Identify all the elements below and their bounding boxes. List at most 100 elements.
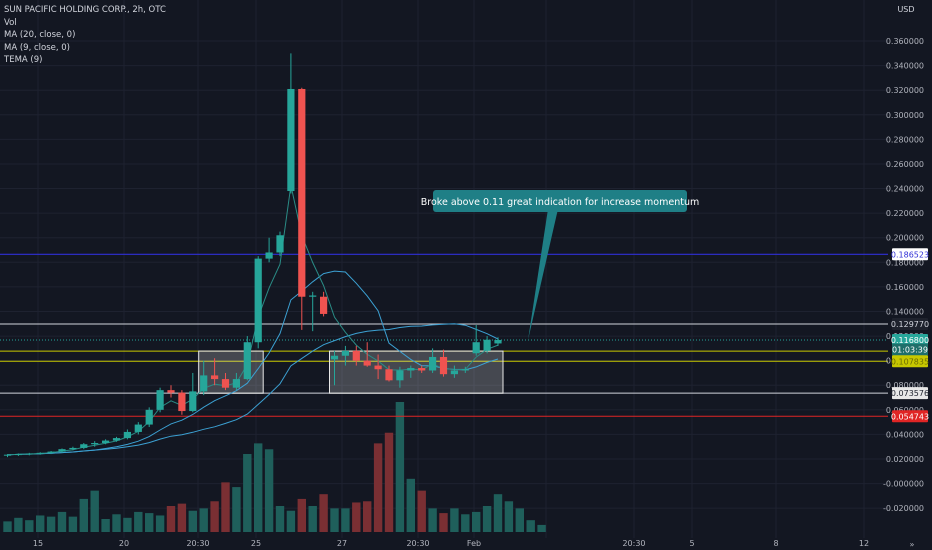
x-tick-label: 8 [773, 539, 778, 548]
volume-bar [384, 432, 394, 532]
candle-body [14, 454, 22, 456]
x-tick-label: 15 [33, 539, 43, 548]
volume-bar [275, 506, 285, 532]
y-tick-label: 0.020000 [886, 455, 924, 464]
chart-legend: SUN PACIFIC HOLDING CORP., 2h, OTC Vol M… [4, 4, 166, 67]
volume-bar [101, 519, 110, 532]
candle-body [483, 339, 491, 351]
callout-text: Broke above 0.11 great indication for in… [421, 197, 699, 208]
candle-body [396, 370, 404, 381]
volume-bar [46, 516, 56, 532]
x-tick-label: Feb [467, 539, 481, 548]
candle-body [167, 390, 175, 393]
y-tick-label: 0.300000 [886, 111, 924, 120]
level-badge [892, 334, 928, 347]
volume-bar [515, 508, 524, 532]
x-tick-label: 5 [689, 539, 694, 548]
volume-bar [254, 443, 263, 532]
candle-body [58, 449, 66, 452]
volume-bar [395, 402, 405, 532]
candle-body [461, 369, 469, 371]
annotation: Broke above 0.11 great indication for in… [421, 190, 699, 340]
volume-bars [3, 402, 546, 532]
y-tick-label: 0.080000 [886, 381, 924, 390]
candle-body [429, 356, 437, 371]
candle-body [221, 379, 230, 388]
tema-line [7, 185, 499, 456]
volume-bar [68, 516, 78, 532]
candle-body [156, 390, 164, 410]
candle-body [145, 409, 153, 425]
x-tick-label: 20:30 [622, 539, 645, 548]
candle-body [243, 342, 251, 380]
candle-body [189, 391, 197, 412]
legend-ma9[interactable]: MA (9, close, 0) [4, 42, 70, 53]
y-tick-label: 0.320000 [886, 86, 924, 95]
y-tick-label: -0.020000 [883, 504, 924, 513]
volume-bar [286, 510, 296, 532]
volume-bar [123, 517, 132, 532]
candle-body [320, 296, 328, 314]
y-tick-label: 0.260000 [886, 160, 924, 169]
volume-bar [461, 514, 470, 532]
candle-body [287, 88, 295, 192]
candle-body [330, 355, 339, 360]
x-tick-label: 20:30 [186, 539, 209, 548]
candle-body [298, 88, 306, 297]
y-tick-label: 0.340000 [886, 62, 924, 71]
candle-body [341, 350, 349, 356]
y-tick-label: 0.200000 [886, 234, 924, 243]
volume-bar [428, 508, 437, 532]
volume-bar [210, 501, 219, 532]
legend-ma20[interactable]: MA (20, close, 0) [4, 30, 76, 40]
y-tick-label: 0.240000 [886, 185, 924, 194]
volume-bar [308, 506, 317, 532]
y-tick-label: 0.040000 [886, 430, 924, 439]
candle-body [47, 451, 55, 453]
legend-vol[interactable]: Vol [4, 17, 17, 28]
volume-bar [363, 501, 372, 532]
y-tick-label: 0.140000 [886, 307, 924, 316]
volume-bar [330, 508, 339, 532]
y-tick-label: 0.360000 [886, 37, 924, 46]
callout-box [433, 190, 687, 212]
candle-body [91, 443, 99, 445]
time-axis-bg [0, 538, 932, 550]
candle-body [112, 438, 121, 441]
legend-title[interactable]: SUN PACIFIC HOLDING CORP., 2h, OTC [4, 5, 166, 15]
candle-body [134, 424, 142, 432]
ma9-line [7, 270, 499, 456]
volume-bar [221, 482, 230, 532]
level-badge [892, 248, 928, 261]
candle-body [102, 440, 110, 444]
level-badge [892, 387, 928, 400]
callout-pointer [528, 209, 558, 340]
level-badge-label: 01:03:39 [892, 346, 928, 355]
candle-body [69, 447, 77, 450]
volume-bar [166, 506, 176, 532]
legend-tema[interactable]: TEMA (9) [4, 55, 43, 65]
x-tick-label: 20:30 [406, 539, 429, 548]
level-badge [892, 343, 928, 356]
x-tick-label: 20 [119, 539, 129, 548]
candle-body [25, 453, 33, 455]
volume-bar [188, 510, 197, 532]
candle-body [439, 356, 448, 375]
candle-body [450, 370, 458, 375]
candle-body [232, 379, 240, 388]
volume-bar [14, 517, 23, 532]
x-tick-label: 12 [859, 539, 869, 548]
moving-averages [7, 185, 499, 456]
volume-bar [79, 498, 88, 532]
volume-bar [36, 515, 45, 532]
volume-bar [90, 490, 99, 532]
grid-lines [0, 0, 888, 538]
axis-bg [888, 0, 932, 550]
candle-body [276, 235, 284, 253]
x-tick-label: 25 [251, 539, 261, 548]
volume-bar [134, 511, 143, 532]
volume-bar [417, 490, 426, 532]
candle-body [211, 375, 219, 380]
volume-bar [155, 515, 165, 532]
